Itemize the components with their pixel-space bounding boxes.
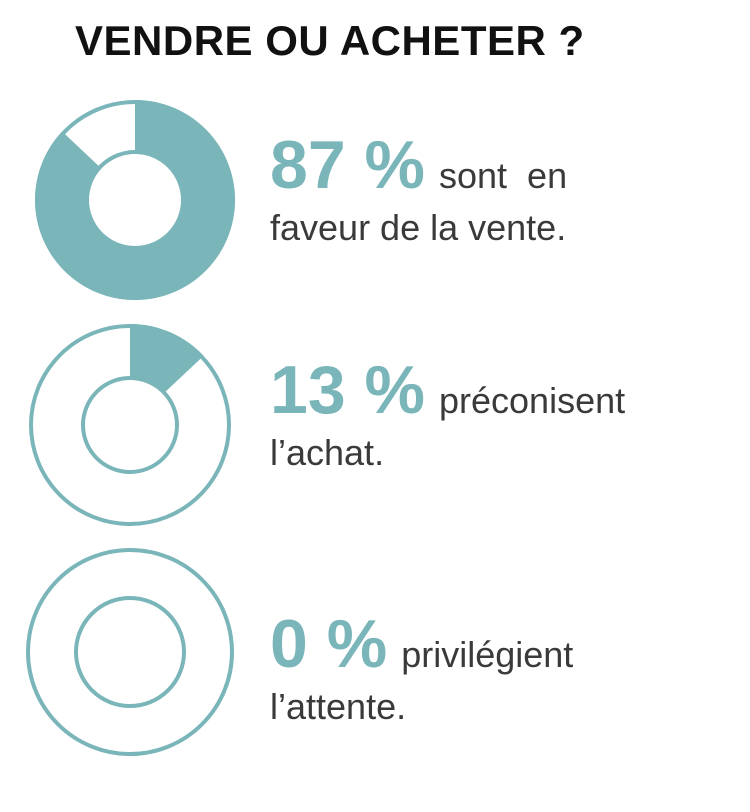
caption-line: sont en	[439, 155, 567, 196]
donut-outer-ring	[26, 548, 234, 756]
donut-inner-ring	[74, 596, 186, 708]
caption-line: l’achat.	[270, 432, 384, 473]
donut-segment	[34, 100, 235, 300]
caption-line: faveur de la vente.	[270, 207, 566, 248]
donut-outer-ring	[29, 324, 231, 526]
title: VENDRE OU ACHETER ?	[75, 17, 585, 64]
donut-outer-ring	[35, 100, 235, 300]
caption-line: préconisent	[439, 380, 625, 421]
caption-line: privilégient	[401, 634, 573, 675]
value-label: 13 %	[270, 352, 425, 428]
caption-line: l’attente.	[270, 686, 406, 727]
donut-inner-ring	[81, 376, 179, 474]
value-label: 0 %	[270, 606, 387, 682]
value-label: 87 %	[270, 127, 425, 203]
donut-inner-ring	[85, 150, 185, 250]
